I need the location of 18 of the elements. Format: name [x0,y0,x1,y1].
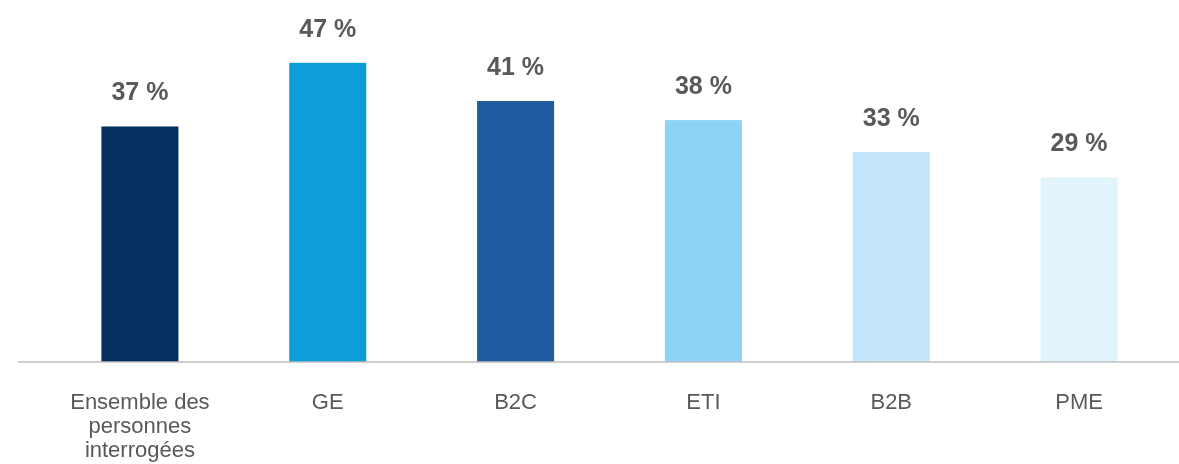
data-label: 37 % [111,77,169,106]
data-label: 29 % [1050,128,1108,157]
x-tick-label: Ensemble des personnes interrogées [70,389,210,462]
bar [852,151,930,362]
bar [477,101,555,362]
data-label: 41 % [487,52,545,81]
x-tick-label: PME [1055,389,1103,414]
x-tick-label: GE [311,389,344,414]
x-tick-label: B2C [494,389,538,414]
data-label: 38 % [674,71,732,100]
x-tick-label: ETI [686,389,721,414]
data-label: 33 % [862,102,920,131]
data-label: 47 % [299,13,357,42]
bar [664,120,742,362]
bar [1040,177,1118,362]
bar [289,62,367,362]
bar [101,126,179,362]
x-tick-label: B2B [870,389,913,414]
